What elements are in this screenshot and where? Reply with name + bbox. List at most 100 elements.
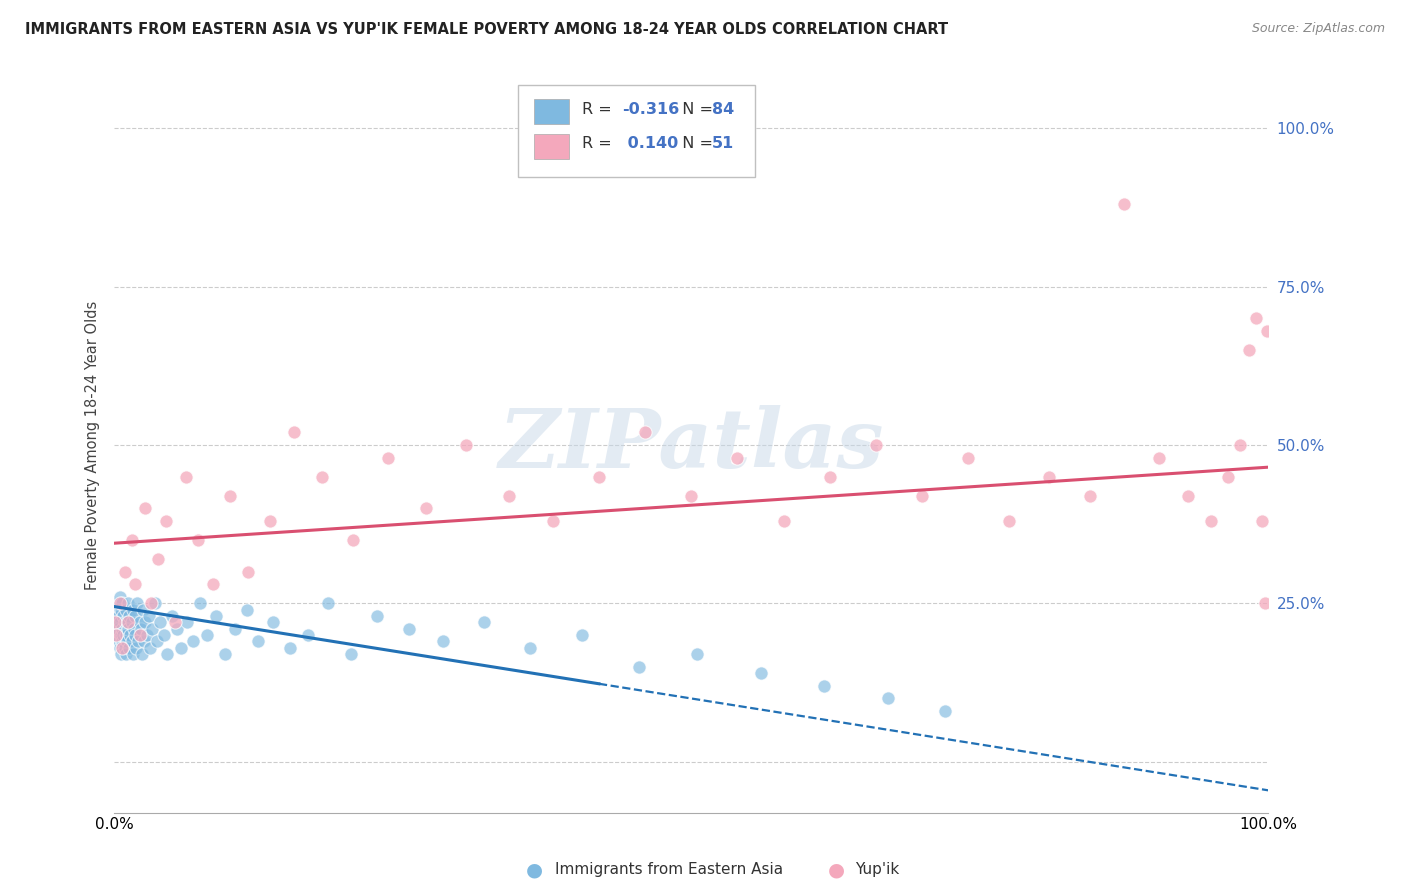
Point [124,577,146,591]
Point [104,615,127,630]
Point [1256,324,1278,338]
Point [155,514,177,528]
Point [138,609,160,624]
Text: ●: ● [828,860,845,880]
Point [121,603,143,617]
Point [224,622,246,636]
Point [129,622,152,636]
Point [541,514,564,528]
Point [107,596,129,610]
Point [105,628,128,642]
Point [118,640,141,655]
Point [432,634,454,648]
Point [772,514,794,528]
Text: IMMIGRANTS FROM EASTERN ASIA VS YUP'IK FEMALE POVERTY AMONG 18-24 YEAR OLDS CORR: IMMIGRANTS FROM EASTERN ASIA VS YUP'IK F… [25,22,949,37]
Point [160,609,183,624]
Point [143,596,166,610]
Point [634,425,657,440]
Point [415,501,437,516]
Point [121,634,143,648]
Point [111,596,134,610]
Point [104,615,127,630]
Point [128,615,150,630]
Point [110,603,132,617]
Point [125,640,148,655]
Point [114,647,136,661]
Point [124,609,146,624]
Point [218,489,240,503]
Point [134,634,156,648]
Point [1147,450,1170,465]
Point [146,634,169,648]
Point [1244,311,1267,326]
Point [117,596,139,610]
Point [311,469,333,483]
Point [108,615,131,630]
Point [118,609,141,624]
Point [749,666,772,681]
Point [111,634,134,648]
Point [127,596,149,610]
Text: Source: ZipAtlas.com: Source: ZipAtlas.com [1251,22,1385,36]
Point [110,647,132,661]
Point [911,489,934,503]
Point [202,577,225,591]
Point [135,628,157,642]
Text: ZIPatlas: ZIPatlas [499,405,884,485]
Point [115,634,138,648]
Point [121,647,143,661]
Y-axis label: Female Poverty Among 18-24 Year Olds: Female Poverty Among 18-24 Year Olds [86,301,100,590]
Point [588,469,610,483]
Point [297,628,319,642]
Point [131,647,153,661]
Point [283,425,305,440]
Point [117,622,139,636]
Text: 84: 84 [711,102,734,117]
Point [997,514,1019,528]
Text: N =: N = [672,102,718,117]
Point [498,489,520,503]
Point [1177,489,1199,503]
Point [1216,469,1239,483]
Point [108,596,131,610]
FancyBboxPatch shape [519,85,755,177]
Point [166,622,188,636]
Point [188,596,211,610]
Point [398,622,420,636]
Point [115,615,138,630]
Point [105,603,128,617]
Point [236,603,259,617]
Point [571,628,593,642]
Point [149,615,172,630]
Text: Immigrants from Eastern Asia: Immigrants from Eastern Asia [555,863,783,877]
Point [204,609,226,624]
Point [108,640,131,655]
Point [121,615,143,630]
Point [139,640,162,655]
Point [366,609,388,624]
Point [174,469,197,483]
Text: ●: ● [526,860,543,880]
Point [107,622,129,636]
Point [456,438,478,452]
Point [876,691,898,706]
Point [134,501,156,516]
Text: 51: 51 [711,136,734,151]
Point [813,679,835,693]
Point [1114,197,1136,211]
Point [170,640,193,655]
Point [628,660,651,674]
Point [316,596,339,610]
Point [111,622,134,636]
Point [181,634,204,648]
Point [114,603,136,617]
Point [176,615,198,630]
Point [1229,438,1251,452]
Point [818,469,841,483]
Point [156,647,179,661]
Point [105,628,128,642]
Point [342,533,364,547]
Point [132,603,155,617]
Point [377,450,399,465]
Text: N =: N = [672,136,718,151]
